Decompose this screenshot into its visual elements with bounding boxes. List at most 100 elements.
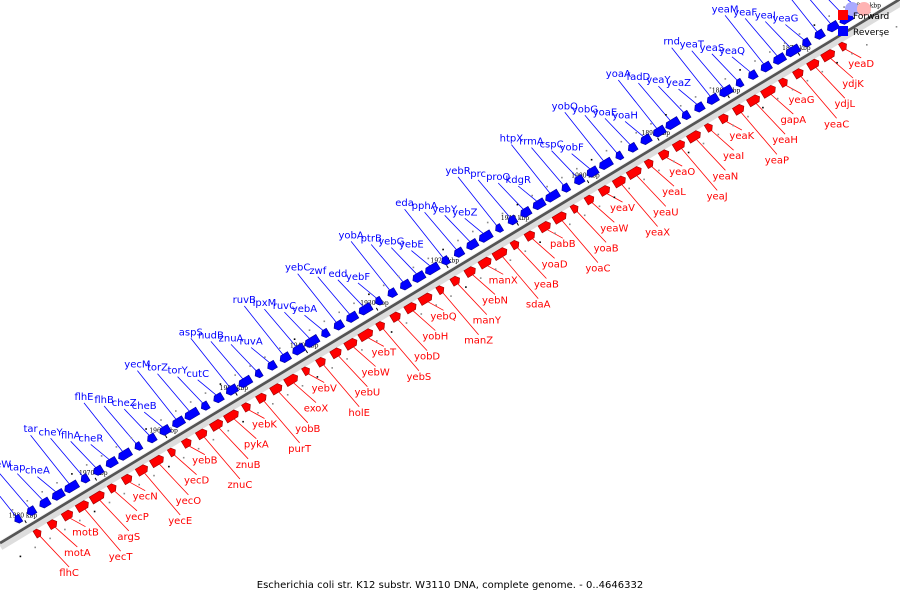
strand-marker: [257, 412, 259, 414]
reverse-gene-block: [694, 101, 706, 113]
forward-gene-label: yecD: [184, 476, 210, 487]
reverse-gene-label: torZ: [147, 363, 168, 374]
reverse-gene-block: [93, 464, 105, 476]
strand-marker: [293, 338, 296, 340]
forward-gene-leader: [681, 148, 718, 191]
reverse-gene-block: [213, 391, 225, 404]
strand-marker: [390, 331, 393, 333]
strand-marker: [338, 311, 340, 314]
strand-marker: [739, 69, 741, 71]
reverse-gene-label: znuA: [219, 333, 244, 344]
reverse-gene-leader: [584, 115, 618, 153]
forward-strand-genes: yeaD ydjK ydjL yeaC yeaG gapA yeaH yeaP yeaK yeaI…: [32, 41, 874, 579]
forward-gene-block: [417, 292, 433, 306]
strand-marker: [590, 158, 593, 161]
legend-forward-swatch: [838, 10, 848, 20]
forward-gene-leader: [845, 49, 862, 59]
reverse-gene-label: yebE: [399, 240, 424, 251]
reverse-gene-leader: [143, 411, 163, 428]
strand-marker: [539, 241, 541, 243]
reverse-gene-block: [14, 513, 24, 524]
reverse-gene-label: edd: [328, 269, 347, 280]
strand-marker: [26, 500, 29, 502]
axis-tick: [375, 307, 379, 311]
reverse-gene-leader: [0, 495, 16, 517]
reverse-gene-block: [346, 310, 360, 323]
strand-marker: [479, 277, 482, 279]
axis-tick-label: 1940 kbp: [290, 342, 319, 349]
reverse-gene-block: [304, 334, 321, 348]
reverse-gene-label: tap: [9, 463, 25, 474]
forward-gene-leader: [770, 94, 794, 115]
forward-gene-block: [597, 185, 610, 197]
forward-gene-block: [760, 84, 776, 99]
reverse-gene-leader: [571, 153, 591, 170]
strand-marker: [41, 491, 43, 493]
reverse-gene-leader: [404, 208, 444, 258]
forward-gene-label: yebV: [312, 384, 337, 395]
reverse-gene-label: ruvA: [239, 337, 262, 348]
reverse-gene-leader: [391, 247, 417, 275]
axis-tick: [586, 180, 590, 184]
reverse-gene-leader: [457, 176, 497, 226]
forward-gene-block: [625, 166, 642, 180]
forward-gene-label: gapA: [780, 115, 806, 126]
forward-gene-block: [435, 285, 445, 296]
reverse-gene-block: [412, 270, 427, 283]
forward-gene-label: yeaJ: [707, 191, 728, 202]
strand-marker: [197, 447, 200, 450]
strand-marker: [323, 320, 326, 323]
reverse-gene-leader: [691, 50, 724, 89]
reverse-gene-block: [279, 351, 293, 364]
reverse-gene-label: cutC: [186, 369, 209, 380]
reverse-gene-label: yeaM: [712, 4, 739, 15]
reverse-gene-leader: [230, 344, 257, 371]
reverse-gene-leader: [304, 314, 324, 331]
forward-gene-block: [537, 221, 551, 234]
legend-reverse-swatch: [838, 26, 848, 36]
reverse-gene-label: kdgR: [505, 175, 530, 186]
reverse-gene-block: [665, 116, 682, 130]
axis-tick-label: 1900 kbp: [571, 172, 600, 179]
reverse-gene-block: [545, 188, 561, 203]
axis-tick: [94, 477, 98, 481]
forward-gene-block: [523, 230, 535, 242]
forward-gene-leader: [621, 184, 658, 227]
axis-tick: [235, 392, 238, 396]
forward-gene-block: [106, 483, 117, 494]
reverse-gene-block: [200, 400, 211, 411]
reverse-gene-leader: [90, 444, 110, 460]
strand-marker: [420, 313, 423, 315]
strand-marker: [673, 160, 675, 163]
strand-marker: [130, 437, 133, 439]
reverse-gene-label: yobA: [338, 230, 363, 241]
strand-marker: [650, 123, 652, 125]
reverse-gene-block: [719, 84, 735, 98]
forward-gene-label: yeaI: [723, 151, 744, 162]
forward-gene-leader: [651, 166, 675, 187]
forward-gene-leader: [129, 481, 146, 492]
strand-marker: [598, 205, 601, 208]
forward-gene-leader: [427, 301, 444, 311]
forward-gene-leader: [174, 454, 197, 475]
forward-gene-label: yebQ: [430, 311, 456, 322]
strand-marker: [569, 223, 571, 226]
forward-gene-leader: [397, 319, 428, 351]
forward-gene-block: [569, 204, 579, 214]
strand-marker: [346, 358, 348, 360]
strand-marker: [747, 115, 749, 118]
forward-gene-block: [343, 337, 358, 351]
reverse-gene-label: cheZ: [112, 398, 137, 409]
reverse-gene-block: [785, 43, 802, 58]
reverse-gene-block: [586, 165, 600, 178]
strand-marker: [145, 428, 147, 430]
forward-gene-label: yecO: [176, 496, 202, 507]
forward-gene-leader: [84, 508, 121, 552]
reverse-gene-leader: [177, 376, 203, 404]
strand-marker: [49, 537, 51, 540]
reverse-gene-label: cheR: [78, 433, 103, 444]
strand-marker: [524, 250, 527, 252]
forward-gene-label: yeaX: [645, 228, 670, 239]
strand-marker: [85, 464, 88, 466]
